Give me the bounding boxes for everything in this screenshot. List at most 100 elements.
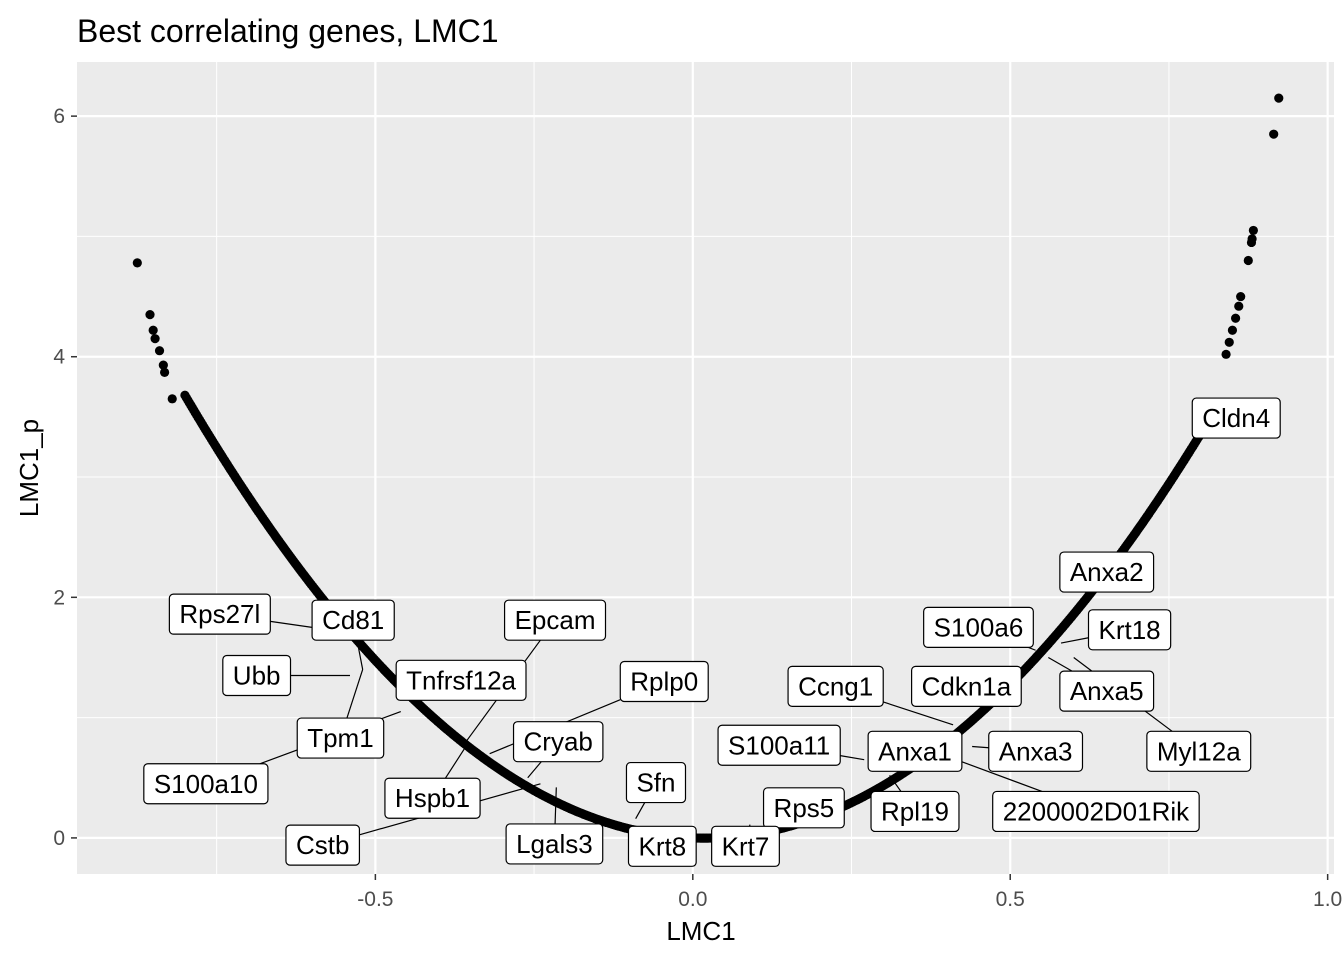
data-point (1221, 349, 1231, 359)
label-segment (1048, 656, 1073, 672)
label-segment (1085, 591, 1092, 598)
gene-label-box (867, 730, 963, 772)
gene-label-box (870, 790, 960, 833)
gene-label-text: Ccng1 (798, 671, 873, 701)
data-point (154, 346, 165, 356)
gene-label-box (627, 825, 697, 867)
gene-label: Krt8 (627, 825, 697, 867)
x-tick-label: 1.0 (1313, 888, 1342, 911)
gene-label-box (992, 790, 1200, 833)
gene-label: Krt18 (1087, 609, 1172, 651)
data-point (1243, 255, 1253, 266)
gene-label: Cryab (512, 721, 604, 763)
y-tick-label: 2 (53, 586, 65, 609)
chart-title: Best correlating genes, LMC1 (77, 13, 499, 49)
data-point (160, 367, 170, 377)
gene-label: Hspb1 (384, 777, 481, 819)
y-axis: 0 2 4 6 (53, 105, 77, 850)
label-segment (889, 775, 902, 792)
label-segment (840, 755, 865, 761)
gene-label-box (787, 665, 884, 707)
data-point (158, 360, 168, 370)
gene-label: Sfn (625, 761, 687, 804)
gene-label: Anxa2 (1059, 551, 1155, 593)
gene-label-text: Ubb (233, 661, 281, 691)
grid-minor (77, 62, 1334, 874)
gene-label: Cldn4 (1191, 397, 1281, 439)
label-segment (635, 802, 646, 819)
gene-label: Ccng1 (787, 665, 884, 707)
gene-label-text: Cd81 (322, 605, 384, 635)
gene-label: Rplp0 (619, 660, 709, 703)
data-point (148, 325, 158, 335)
gene-label-text: Tnfrsf12a (406, 665, 516, 695)
gene-label-text: Anxa3 (999, 736, 1073, 766)
data-point (1269, 129, 1279, 139)
gene-label-box (988, 730, 1084, 772)
gene-label-text: Sfn (636, 768, 675, 798)
x-axis: -0.5 0.0 0.5 1.0 (357, 874, 1342, 911)
gene-label-text: Myl12a (1157, 736, 1241, 766)
gene-label-box (1146, 730, 1252, 772)
gene-label-text: Anxa5 (1070, 676, 1144, 706)
gene-label-box (168, 593, 271, 635)
data-point (1230, 313, 1241, 323)
label-segment (952, 757, 1043, 793)
label-segment (356, 640, 364, 670)
gene-label: Myl12a (1146, 730, 1252, 772)
data-point (1248, 225, 1258, 236)
gene-label-box (1059, 670, 1155, 712)
gene-label-box (296, 717, 385, 759)
gene-label-text: Rplp0 (630, 667, 698, 697)
gene-label-text: Cryab (524, 727, 593, 757)
gene-label-text: Rps5 (774, 793, 835, 823)
gene-label-box (222, 654, 292, 697)
data-point (1234, 301, 1244, 311)
label-segment (883, 701, 954, 726)
gene-label-text: Krt7 (722, 831, 770, 861)
data-point (132, 258, 142, 268)
data-point (150, 334, 160, 344)
gene-label: Lgals3 (505, 823, 604, 865)
gene-label: 2200002D01Rik (992, 790, 1200, 833)
gene-label-text: Lgals3 (516, 829, 593, 859)
gene-label-text: S100a6 (934, 612, 1024, 642)
gene-label-text: Tpm1 (307, 723, 373, 753)
gene-label: Rps5 (762, 787, 845, 829)
data-point (1227, 325, 1238, 335)
gene-label-box (911, 665, 1022, 707)
gene-label: S100a10 (143, 763, 269, 805)
gene-label-box (1059, 551, 1155, 593)
label-segment (444, 743, 468, 779)
y-axis-title: LMC1_p (14, 419, 44, 517)
gene-label-box (923, 606, 1034, 648)
gene-label-box (711, 825, 780, 867)
gene-label: Tpm1 (296, 717, 385, 759)
gene-label: Tnfrsf12a (395, 659, 527, 701)
x-tick-label: 0.5 (996, 888, 1025, 911)
gene-label-box (717, 724, 841, 766)
x-tick-label: 0.0 (678, 888, 707, 911)
gene-label: Cd81 (311, 599, 395, 641)
gene-label-box (505, 823, 604, 865)
gene-label-box (395, 659, 527, 701)
gene-label-text: Krt8 (638, 831, 686, 861)
data-point (1236, 291, 1246, 302)
data-point (1274, 93, 1284, 103)
gene-label-text: S100a10 (154, 769, 258, 799)
gene-label-text: Epcam (515, 605, 596, 635)
gene-label: Cstb (285, 824, 361, 866)
gene-label: S100a6 (923, 606, 1034, 648)
gene-label-text: Cldn4 (1202, 403, 1270, 433)
x-axis-title: LMC1 (666, 916, 735, 946)
gene-label-box (512, 721, 604, 763)
gene-label-text: Hspb1 (395, 783, 470, 813)
gene-label-text: Rpl19 (881, 796, 949, 826)
gene-label: Anxa3 (988, 730, 1084, 772)
y-tick-label: 6 (53, 105, 65, 128)
y-tick-label: 4 (53, 346, 65, 369)
label-segment (554, 787, 557, 824)
data-point (1247, 234, 1257, 244)
label-segment (1060, 637, 1089, 644)
